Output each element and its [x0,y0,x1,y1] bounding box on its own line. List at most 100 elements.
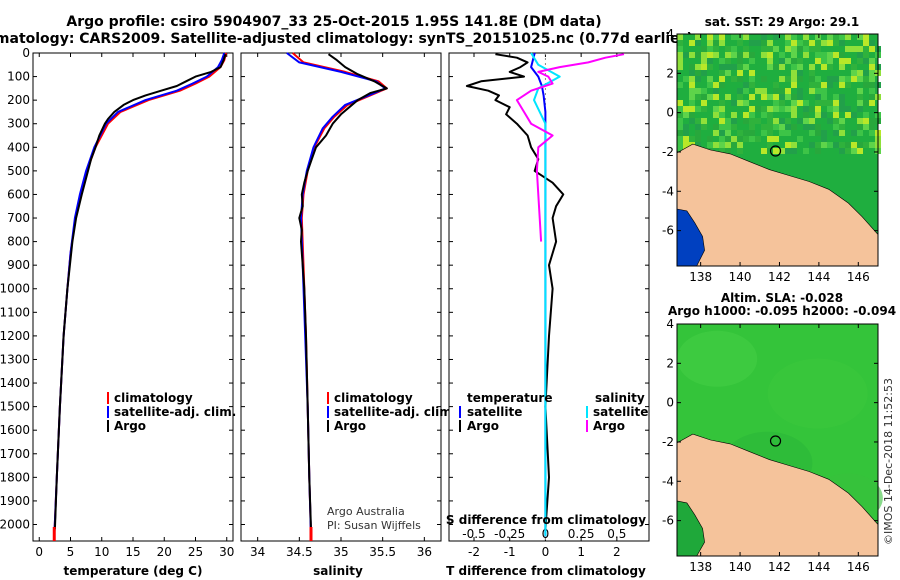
sst-cell [695,64,701,70]
sst-cell [701,46,707,52]
sst-cell [821,64,827,70]
sst-cell [869,70,875,76]
sst-cell [815,124,821,130]
sst-cell [749,106,755,112]
sst-cell [719,148,725,154]
depth-tick-label: 500 [7,164,30,178]
sst-cell [677,130,683,136]
sst-cell [785,76,791,82]
sst-cell [809,82,815,88]
sst-cell [743,130,749,136]
sst-cell [689,94,695,100]
sst-cell [695,76,701,82]
sst-cell [815,88,821,94]
sst-cell [857,52,863,58]
x-tick-label: -2 [468,545,480,559]
sst-cell [839,64,845,70]
sst-cell [785,148,791,154]
depth-tick-label: 1700 [0,447,30,461]
sst-cell [797,94,803,100]
sst-cell [677,124,683,130]
sst-cell [683,130,689,136]
sst-cell [701,124,707,130]
lat-tick-label: 2 [666,66,674,80]
sst-cell [839,94,845,100]
sst-cell [731,100,737,106]
sst-cell [773,82,779,88]
sst-cell [683,142,689,148]
sst-cell [851,46,857,52]
lat-tick-label: -2 [662,145,674,159]
sst-cell [809,142,815,148]
sst-cell [863,82,869,88]
sst-cell [851,130,857,136]
sst-cell [863,70,869,76]
lon-tick-label: 146 [847,270,870,284]
sst-cell [845,58,851,64]
sst-cell [707,52,713,58]
sst-cell [797,70,803,76]
sst-cell [731,142,737,148]
sst-cell [839,130,845,136]
figure-title-line2: Climatology: CARS2009. Satellite-adjuste… [0,31,693,47]
s-difference-label: S difference from climatology [446,513,646,527]
sst-cell [845,76,851,82]
s-diff-tick-label: -0.25 [494,527,525,541]
sst-cell [725,130,731,136]
x-tick-label: 35 [333,545,348,559]
sst-cell [863,34,869,40]
sst-cell [821,82,827,88]
sst-cell [749,76,755,82]
sst-cell [761,112,767,118]
sst-cell [725,148,731,154]
sst-cell [713,106,719,112]
sst-cell [815,82,821,88]
sst-cell [725,136,731,142]
sst-cell [719,34,725,40]
difference-legend: temperature satellite Argo salinity sate… [459,391,648,433]
sst-cell [779,76,785,82]
sst-cell [755,118,761,124]
sst-cell [683,76,689,82]
salinity-xlabel: salinity [313,564,363,578]
salinity-depth-ticks [241,52,441,525]
x-tick-label: 25 [188,545,203,559]
sst-cell [797,118,803,124]
x-tick-label: 35.5 [369,545,396,559]
sst-cell [689,82,695,88]
sst-cell [803,148,809,154]
x-tick-label: 2 [613,545,621,559]
sst-cell [839,76,845,82]
sst-cell [743,136,749,142]
sst-cell [737,52,743,58]
sst-cell [779,100,785,106]
sst-cell [695,118,701,124]
sla-map-body: 138 140 142 144 146 4 2 0 -2 -4 -6 [662,317,883,574]
sst-cell [851,112,857,118]
sst-cell [833,124,839,130]
sst-cell [731,124,737,130]
sst-cell [707,40,713,46]
series-line-argo [53,53,227,530]
sst-cell [791,46,797,52]
sst-cell [827,52,833,58]
sst-cell [857,130,863,136]
sst-cell [749,124,755,130]
sst-cell [713,130,719,136]
depth-tick-label: 700 [7,211,30,225]
sst-cell [773,148,779,154]
sst-cell [695,142,701,148]
sst-cell [761,76,767,82]
sst-cell [815,106,821,112]
legend-s-satellite-label: satellite [593,405,648,419]
sst-cell [713,46,719,52]
sst-map-panel: sat. SST: 29 Argo: 29.1 138 140 142 144 146 4… [662,15,881,284]
salinity-axes-frame [240,52,442,542]
sst-cell [863,142,869,148]
sst-cell [863,46,869,52]
sst-cell [815,40,821,46]
sst-cell [827,34,833,40]
series-line-t-argo [465,53,565,530]
sst-cell [767,94,773,100]
